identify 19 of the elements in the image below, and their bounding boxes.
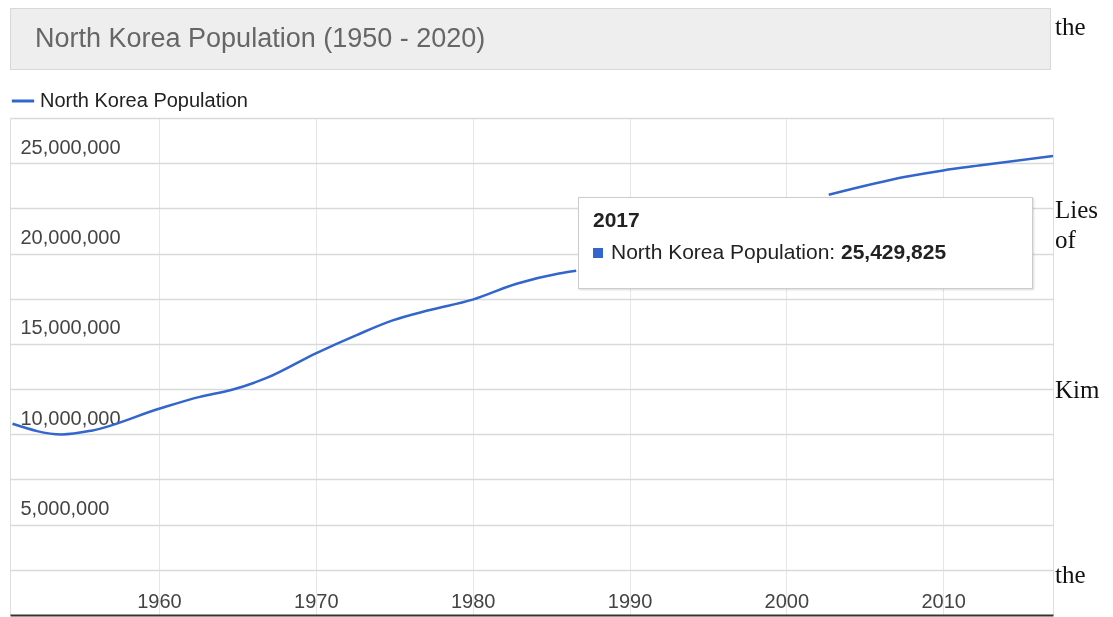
text: the (1055, 560, 1087, 590)
x-tick-label: 1990 (607, 589, 653, 612)
x-tick-label: 1970 (294, 589, 339, 612)
text: Lies of (1055, 195, 1100, 255)
y-tick-label: 5,000,000 (20, 497, 110, 520)
x-tick-label: 1960 (137, 589, 182, 612)
chart-title: North Korea Population (1950 - 2020) (10, 8, 1051, 70)
y-tick-label: 10,000,000 (20, 406, 121, 429)
x-tick-label: 2000 (764, 589, 810, 612)
x-tick-label: 1980 (450, 589, 496, 612)
text: the (1055, 12, 1087, 42)
annotation: 2017 North Korea Population: 25,429,825 (593, 208, 948, 263)
legend-label: North Korea Population (40, 89, 248, 111)
y-tick-label: 15,000,000 (20, 316, 121, 339)
text: Kim (1055, 375, 1101, 405)
y-tick-label: 25,000,000 (20, 135, 121, 158)
y-tick-label: 20,000,000 (20, 226, 121, 249)
tooltip-box: 2017 North Korea Population: 25,429,825 (578, 197, 1033, 289)
x-tick-label: 2010 (921, 589, 966, 612)
